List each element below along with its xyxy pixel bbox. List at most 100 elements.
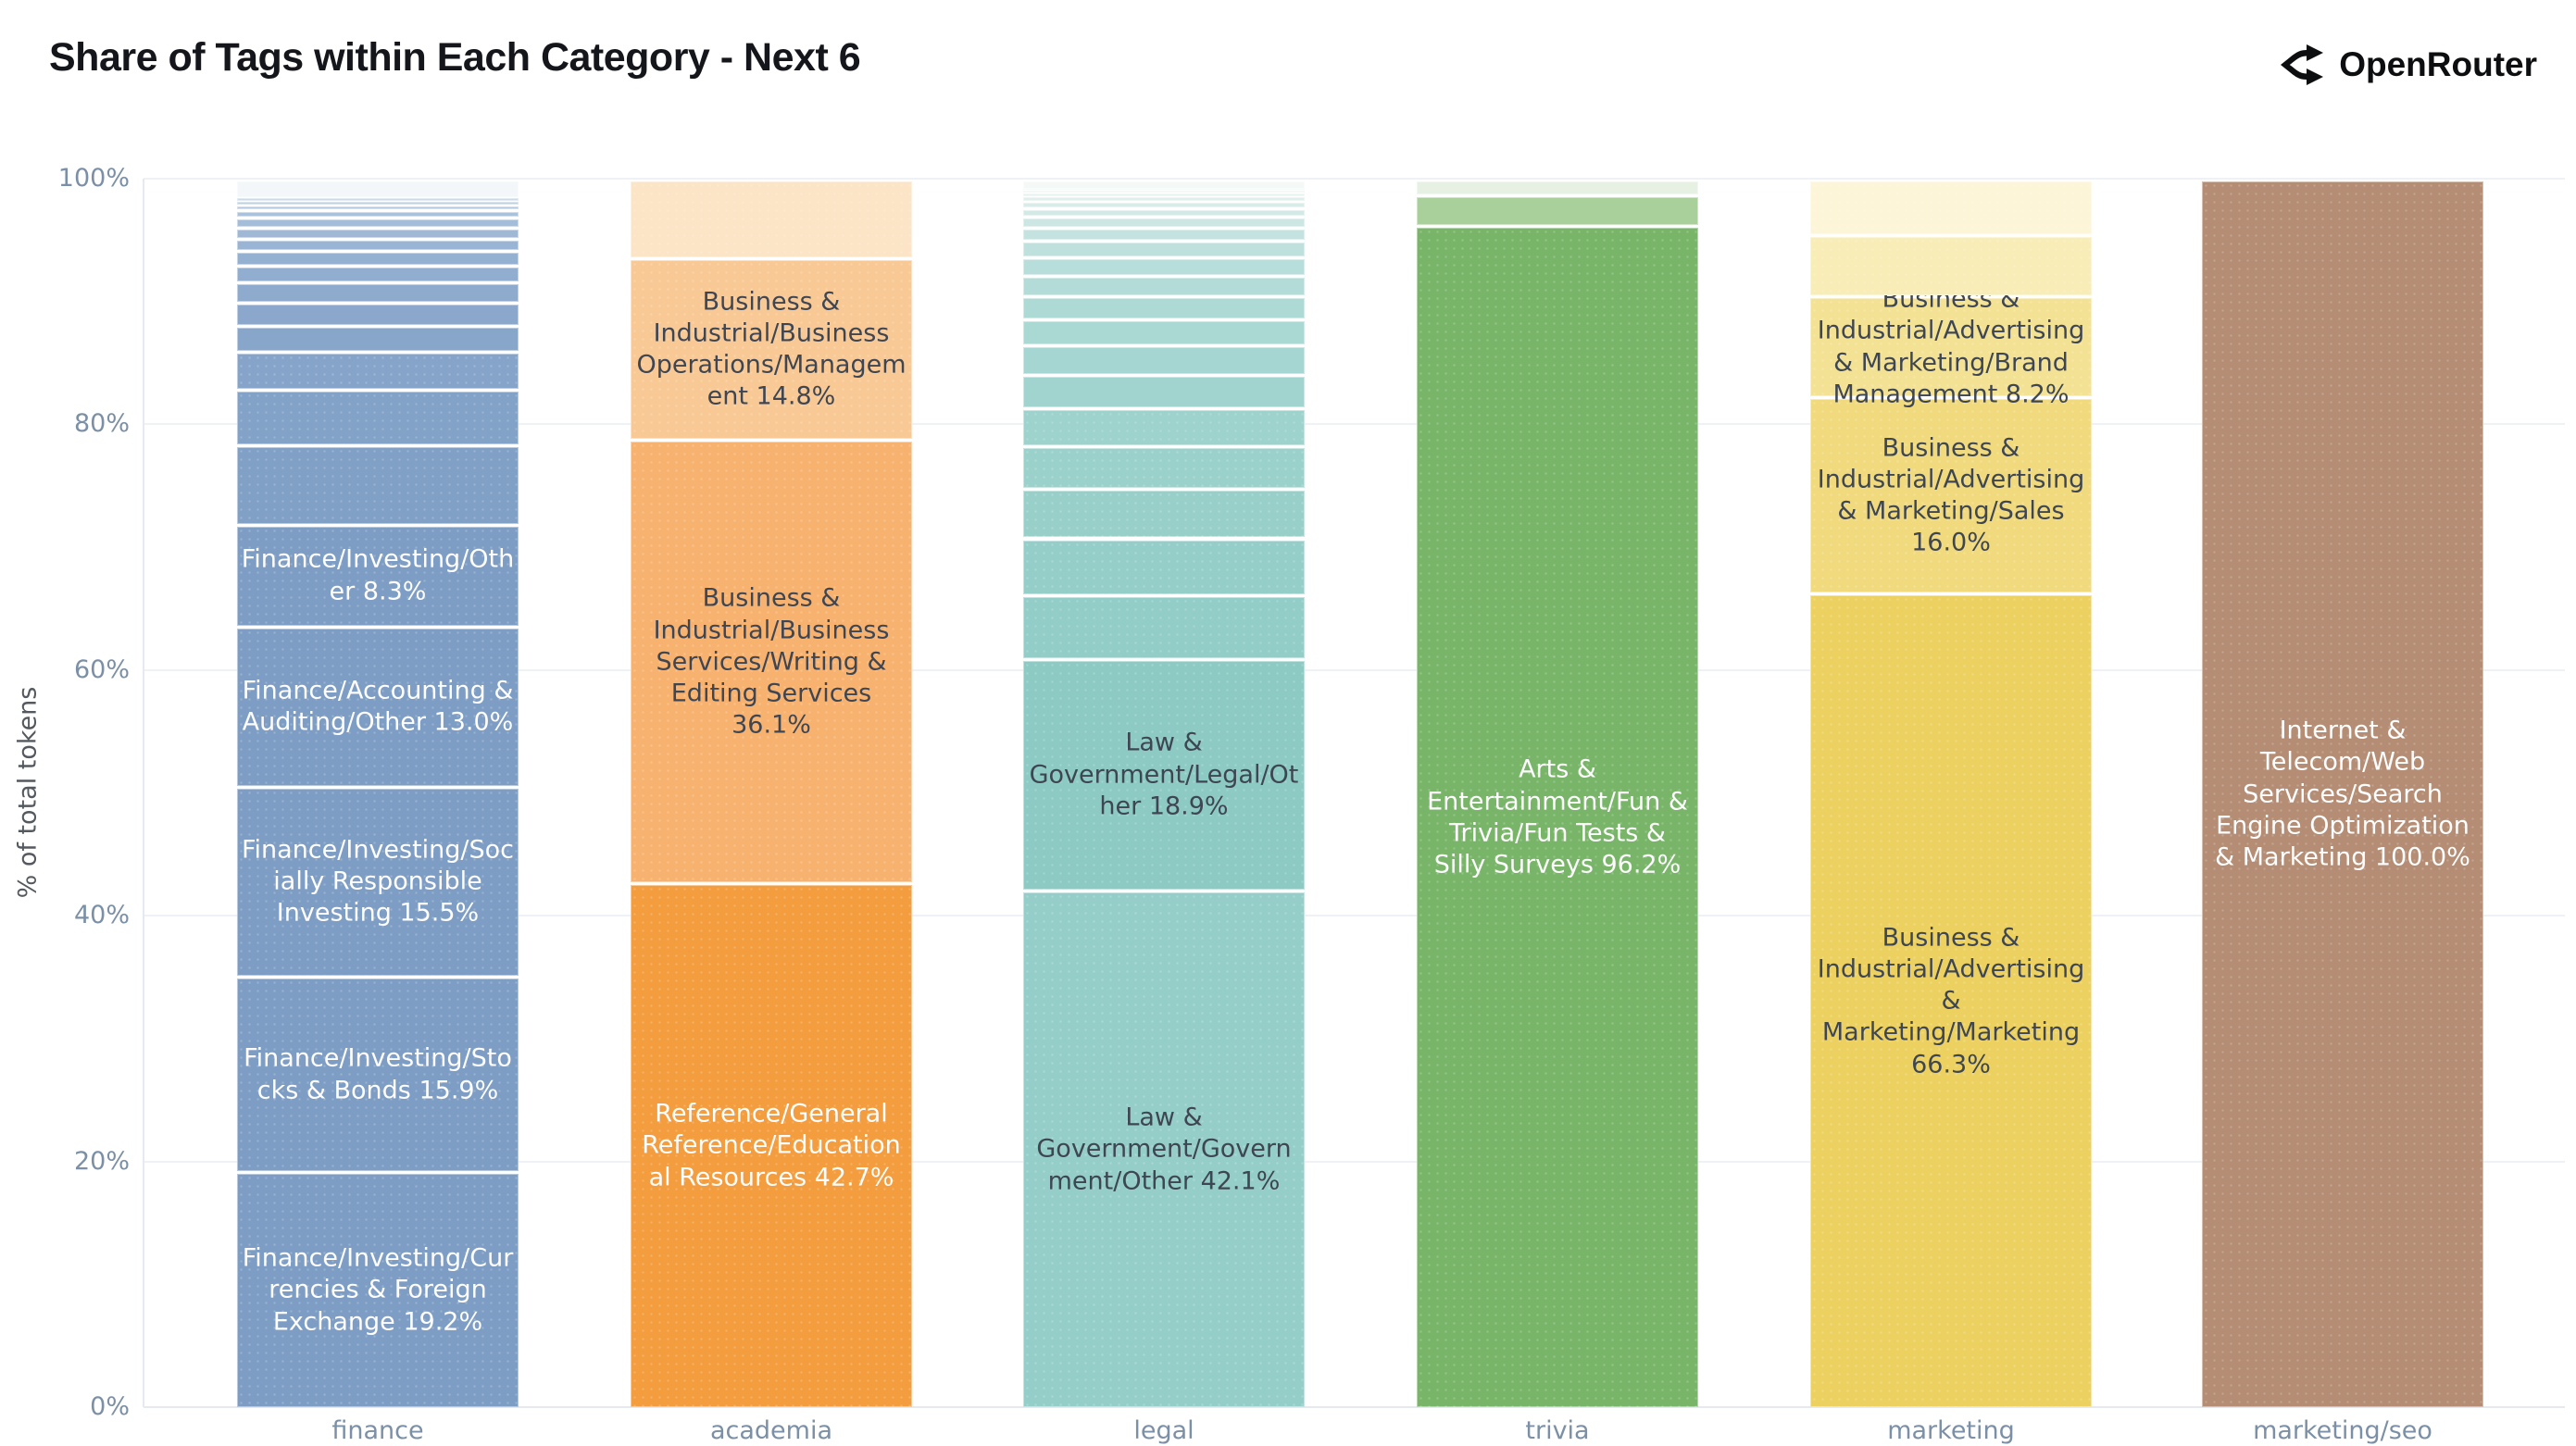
bar-segment[interactable]: Internet & Telecom/Web Services/Search E… xyxy=(2202,181,2483,1407)
bar-segment[interactable] xyxy=(1023,229,1305,241)
bar-segment[interactable] xyxy=(1417,181,1698,195)
bar-segment[interactable]: Business & Industrial/Advertising & Mark… xyxy=(1810,284,2092,408)
bar-segment[interactable] xyxy=(1023,190,1305,193)
bar-segment[interactable]: Arts & Entertainment/Fun & Trivia/Fun Te… xyxy=(1417,228,1698,1407)
bar-segment[interactable] xyxy=(237,252,519,265)
bar-segment-label: Business & Industrial/Business Operation… xyxy=(636,287,907,411)
x-axis-category-label: marketing xyxy=(1887,1416,2015,1445)
bar-segment-label: Finance/Investing/Stocks & Bonds 15.9% xyxy=(244,1043,512,1105)
bar-segment[interactable] xyxy=(237,304,519,325)
bar-segment[interactable] xyxy=(1023,540,1305,594)
bar-segment[interactable] xyxy=(1810,236,2092,296)
bar-segment[interactable] xyxy=(237,229,519,238)
bar-segment[interactable] xyxy=(631,181,912,257)
x-axis-category-label: legal xyxy=(1133,1416,1194,1445)
bar-segment[interactable] xyxy=(1023,243,1305,256)
y-axis-tick-label: 0% xyxy=(90,1392,130,1421)
bar-segment[interactable]: Law & Government/Government/Other 42.1% xyxy=(1023,892,1305,1407)
x-axis-category-label: academia xyxy=(709,1416,833,1445)
y-axis-title: % of total tokens xyxy=(13,686,43,899)
bar-segment[interactable] xyxy=(1023,347,1305,374)
bar-marketing-seo: Internet & Telecom/Web Services/Search E… xyxy=(2202,179,2483,1407)
bar-segment[interactable] xyxy=(237,206,519,210)
bar-segment-label: Internet & Telecom/Web Services/Search E… xyxy=(2215,716,2470,872)
gridline xyxy=(144,1160,2565,1163)
bar-segment[interactable] xyxy=(1023,277,1305,296)
bar-segment[interactable] xyxy=(1023,181,1305,189)
bar-segment[interactable] xyxy=(237,353,519,389)
bar-segment[interactable] xyxy=(237,391,519,444)
bar-segment[interactable] xyxy=(1023,188,1305,190)
bar-segment-label: Reference/General Reference/Educational … xyxy=(642,1099,901,1192)
y-axis-line xyxy=(143,179,144,1407)
bar-segment-label: Finance/Investing/Other 8.3% xyxy=(241,545,515,606)
bar-segment[interactable]: Finance/Investing/Currencies & Foreign E… xyxy=(237,1174,519,1407)
bar-segment[interactable] xyxy=(1023,209,1305,216)
y-axis-tick-label: 100% xyxy=(57,164,130,193)
bar-segment[interactable] xyxy=(1023,203,1305,207)
bar-segment[interactable]: Finance/Investing/Socially Responsible I… xyxy=(237,788,519,977)
bar-segment[interactable] xyxy=(1417,197,1698,226)
bar-segment[interactable] xyxy=(237,198,519,201)
bar-segment[interactable]: Law & Government/Legal/Other 18.9% xyxy=(1023,660,1305,891)
bar-segment-label: Business & Industrial/Advertising & Mark… xyxy=(1817,922,2085,1079)
bar-segment[interactable]: Business & Industrial/Advertising & Mark… xyxy=(1810,398,2092,593)
x-axis-category-label: marketing/seo xyxy=(2253,1416,2432,1445)
bar-segment-label: Arts & Entertainment/Fun & Trivia/Fun Te… xyxy=(1427,754,1688,879)
bar-segment[interactable]: Finance/Accounting & Auditing/Other 13.0… xyxy=(237,629,519,786)
bar-segment[interactable]: Reference/General Reference/Educational … xyxy=(631,885,912,1407)
bar-segment-label: Finance/Investing/Currencies & Foreign E… xyxy=(242,1243,514,1337)
bar-segment-label: Finance/Investing/Socially Responsible I… xyxy=(241,835,515,929)
bar-segment[interactable]: Finance/Investing/Stocks & Bonds 15.9% xyxy=(237,979,519,1172)
bar-segment[interactable] xyxy=(1023,596,1305,658)
openrouter-logo-text: OpenRouter xyxy=(2339,45,2537,83)
bar-segment[interactable] xyxy=(1023,377,1305,407)
bar-finance: Finance/Investing/Currencies & Foreign E… xyxy=(237,179,519,1407)
y-axis-tick-label: 60% xyxy=(73,654,130,684)
gridline xyxy=(144,423,2565,426)
gridline xyxy=(144,915,2565,917)
gridline xyxy=(144,178,2565,180)
bar-segment[interactable]: Business & Industrial/Business Operation… xyxy=(631,259,912,440)
bar-segment[interactable] xyxy=(237,240,519,250)
bar-segment-label: Business & Industrial/Advertising & Mark… xyxy=(1817,284,2085,409)
bar-segment[interactable] xyxy=(237,211,519,218)
bar-segment-label: Business & Industrial/Advertising & Mark… xyxy=(1817,432,2085,557)
bar-segment-label: Business & Industrial/Business Services/… xyxy=(653,583,890,740)
bar-segment[interactable] xyxy=(1023,218,1305,227)
bar-segment[interactable] xyxy=(1810,181,2092,234)
bar-segment-label: Finance/Accounting & Auditing/Other 13.0… xyxy=(242,676,514,737)
x-axis-category-label: finance xyxy=(331,1416,424,1445)
bar-segment[interactable] xyxy=(237,202,519,205)
bar-segment[interactable] xyxy=(1023,298,1305,319)
bar-segment[interactable] xyxy=(1023,447,1305,489)
y-axis-tick-label: 40% xyxy=(73,901,130,930)
bar-segment[interactable] xyxy=(1023,258,1305,275)
bar-segment[interactable] xyxy=(237,327,519,351)
bar-segment[interactable]: Business & Industrial/Advertising & Mark… xyxy=(1810,595,2092,1407)
bar-segment[interactable] xyxy=(237,446,519,524)
bar-segment[interactable] xyxy=(237,181,519,197)
bar-segment-label: Law & Government/Government/Other 42.1% xyxy=(1036,1103,1292,1196)
bar-segment[interactable] xyxy=(1023,409,1305,445)
openrouter-chevron-icon xyxy=(2280,43,2324,87)
bar-segment[interactable] xyxy=(1023,197,1305,201)
bar-segment[interactable]: Business & Industrial/Business Services/… xyxy=(631,442,912,883)
bar-segment[interactable] xyxy=(237,219,519,227)
y-axis-tick-label: 20% xyxy=(73,1146,130,1176)
x-axis-category-label: trivia xyxy=(1525,1416,1590,1445)
gridline xyxy=(144,1406,2565,1408)
page-title: Share of Tags within Each Category - Nex… xyxy=(49,35,861,80)
bar-segment[interactable] xyxy=(237,284,519,302)
bar-segment[interactable] xyxy=(1023,321,1305,345)
bar-legal: Law & Government/Government/Other 42.1% L… xyxy=(1023,179,1305,1407)
bar-marketing: Business & Industrial/Advertising & Mark… xyxy=(1810,179,2092,1407)
bar-segment[interactable]: Finance/Investing/Other 8.3% xyxy=(237,526,519,627)
bar-segment[interactable] xyxy=(1023,193,1305,196)
openrouter-logo: OpenRouter xyxy=(2280,43,2537,87)
bar-segment-label: Law & Government/Legal/Other 18.9% xyxy=(1029,729,1299,821)
y-axis-tick-label: 80% xyxy=(73,409,130,439)
bar-segment[interactable] xyxy=(1023,491,1305,538)
bar-segment[interactable] xyxy=(237,267,519,282)
